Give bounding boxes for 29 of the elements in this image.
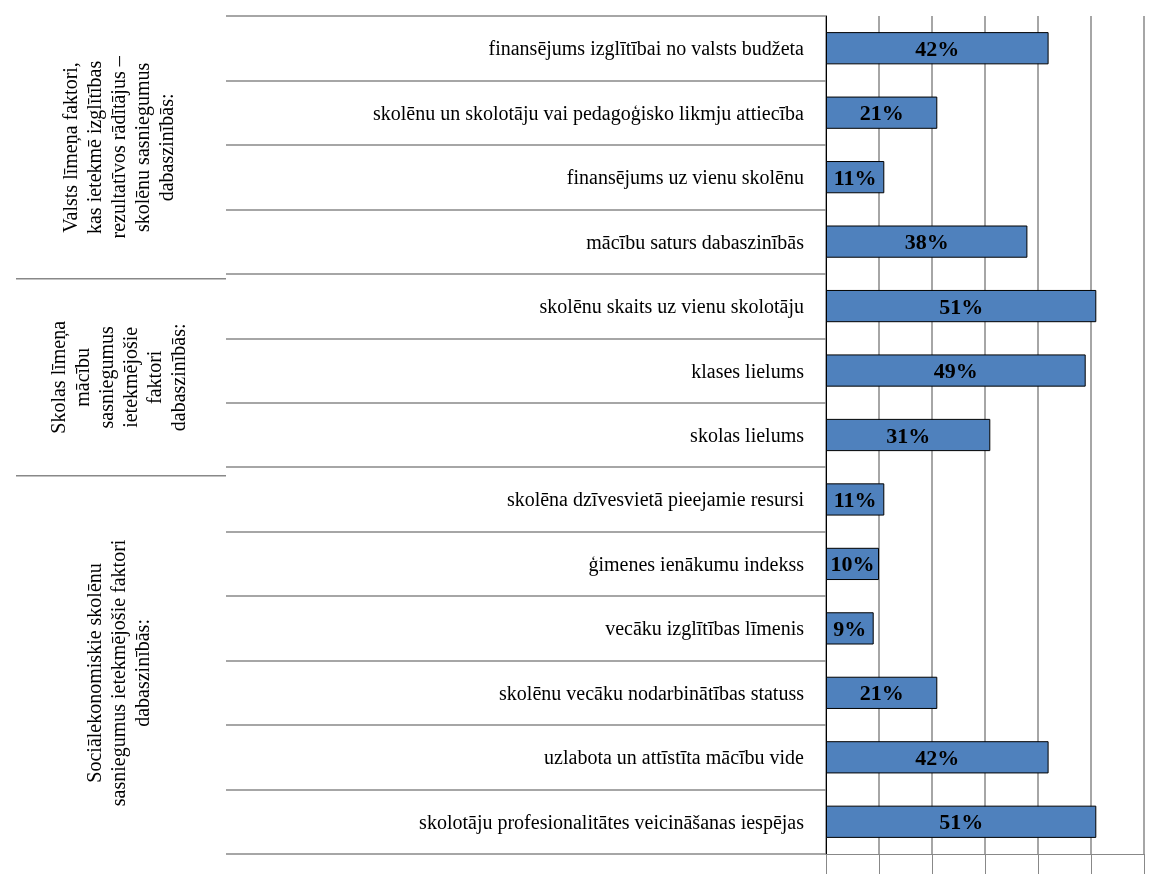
data-label: 11%: [833, 164, 877, 190]
text: Sociālekonomiskie skolēnu sasniegumus ietekmējošie faktori dabaszinībās:: [83, 539, 153, 807]
data-label: 38%: [904, 229, 949, 255]
data-label: 51%: [939, 293, 984, 319]
text: Valsts līmeņa faktori, kas ietekmē izglītības rezultatīvos rādītājus – skolēnu sasniegumus dabaszinībās:: [59, 55, 177, 239]
y-tick-label: skolēnu skaits uz vienu skolotāju: [539, 295, 804, 319]
y-tick-label: skolēnu un skolotāju vai pedagoģisko likmju attiecība: [372, 101, 805, 125]
data-label: 21%: [859, 100, 904, 126]
y-tick-label: finansējums uz vienu skolēnu: [566, 166, 804, 190]
y-tick-label: skolēnu vecāku nodarbinātības statuss: [499, 681, 805, 704]
data-label: 21%: [859, 680, 904, 706]
text: Skolas līmeņa mācību sasniegumus ietekmējošie faktori dabaszinībās:: [47, 320, 189, 434]
y-tick-label: mācību saturs dabaszinībās: [586, 230, 805, 253]
data-label: 42%: [915, 744, 960, 770]
y-tick-label: finansējums izglītībai no valsts budžeta: [488, 37, 805, 61]
data-label: 10%: [830, 551, 875, 577]
data-label: 51%: [939, 809, 984, 835]
data-label: 49%: [933, 358, 978, 384]
data-label: 9%: [833, 615, 867, 641]
y-tick-label: skolēna dzīvesvietā pieejamie resursi: [506, 488, 805, 512]
data-label: 11%: [833, 486, 877, 512]
data-label: 31%: [886, 422, 931, 448]
data-label: 42%: [915, 35, 960, 61]
y-tick-label: skolotāju profesionalitātes veicināšanas iespējas: [419, 810, 805, 834]
y-tick-label: skolas lielums: [690, 424, 805, 446]
y-tick-label: vecāku izglītības līmenis: [605, 617, 805, 641]
y-tick-label: ģimenes ienākumu indekss: [588, 552, 805, 576]
y-tick-label: uzlabota un attīstīta mācību vide: [544, 746, 805, 769]
y-tick-label: klases lielums: [691, 359, 805, 382]
